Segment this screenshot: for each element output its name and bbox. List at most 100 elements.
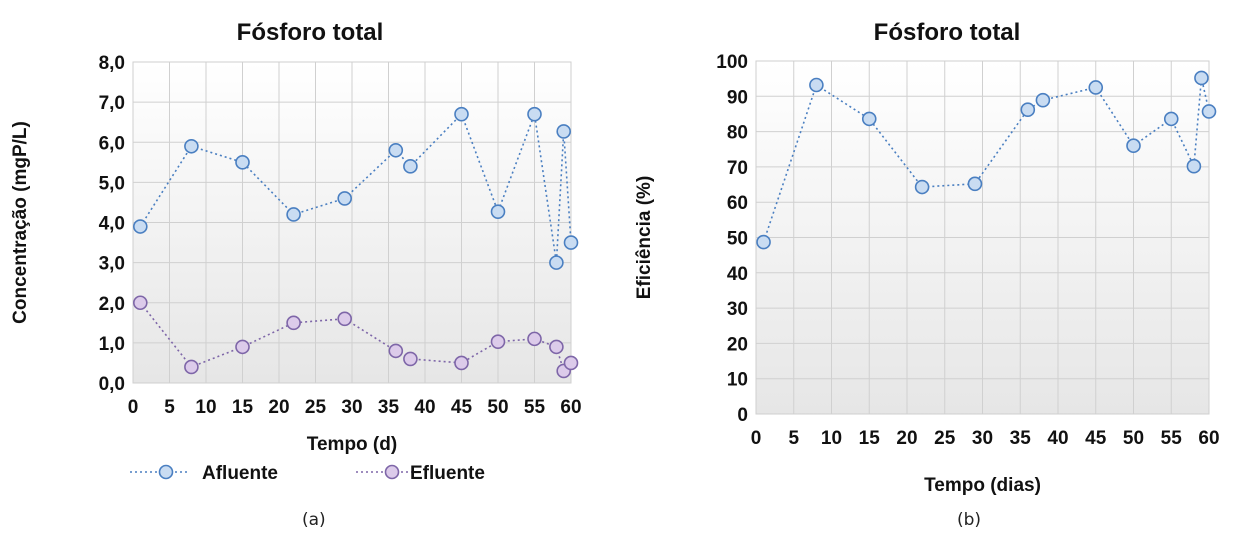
data-point-0: [1186, 158, 1202, 174]
x-tick-label: 50: [487, 397, 508, 418]
data-point-1: [388, 343, 404, 359]
x-tick-label: 30: [341, 397, 362, 418]
data-point-0: [1035, 92, 1051, 108]
x-tick-label: 60: [1198, 428, 1219, 449]
data-point-0: [403, 159, 418, 174]
data-point-0: [286, 207, 301, 222]
x-tick-label: 50: [1123, 428, 1144, 449]
data-point-0: [563, 235, 579, 250]
data-point-0: [235, 155, 250, 170]
y-tick-label: 7,0: [99, 93, 125, 114]
chart-title: Fósforo total: [237, 19, 384, 46]
y-tick-label: 6,0: [99, 133, 125, 154]
data-point-0: [388, 142, 404, 158]
y-tick-label: 20: [727, 334, 748, 355]
x-tick-label: 30: [972, 428, 993, 449]
x-tick-label: 45: [1085, 428, 1107, 449]
data-point-0: [967, 176, 983, 192]
legend-marker-1: [384, 464, 400, 480]
x-tick-label: 15: [859, 428, 881, 449]
y-tick-label: 80: [727, 123, 748, 144]
x-tick-label: 35: [378, 397, 400, 418]
data-point-0: [556, 124, 572, 139]
x-axis-label: Tempo (dias): [924, 475, 1041, 496]
chart-b-svg: 0 5 10 15 20 25 30 35 40 45 50 55 60 0 10 20 30 40 50 60 70 8…: [634, 19, 1220, 496]
data-point-0: [809, 77, 824, 93]
chart-title: Fósforo total: [874, 19, 1021, 46]
y-tick-label: 40: [727, 264, 748, 285]
data-point-0: [1020, 102, 1036, 118]
data-point-0: [914, 179, 930, 195]
data-point-0: [1126, 138, 1141, 154]
y-tick-label: 10: [727, 370, 748, 391]
x-tick-label: 0: [751, 428, 762, 449]
data-point-1: [235, 339, 250, 355]
y-tick-label: 1,0: [99, 334, 125, 355]
x-tick-label: 5: [788, 428, 799, 449]
data-point-0: [184, 138, 199, 154]
chart-panel-a: 0 5 10 15 20 25 30 35 40 45 50 55 60 0,0 1,0 2,0 3,0 4,0 5…: [10, 19, 582, 530]
data-point-1: [184, 359, 199, 375]
data-point-0: [490, 204, 506, 219]
plot-frame: [132, 61, 572, 384]
data-point-0: [1088, 80, 1104, 95]
y-tick-label: 3,0: [99, 254, 125, 275]
data-point-0: [1194, 70, 1209, 86]
x-tick-label: 35: [1010, 428, 1032, 449]
x-tick-label: 10: [821, 428, 842, 449]
data-point-0: [133, 219, 148, 234]
data-point-1: [286, 315, 301, 331]
x-tick-label: 45: [451, 397, 473, 418]
y-tick-label: 0: [737, 405, 748, 426]
x-tick-label: 10: [195, 397, 216, 418]
y-tick-label: 70: [727, 158, 748, 179]
data-point-1: [337, 311, 353, 327]
data-point-0: [1201, 104, 1217, 119]
x-tick-label: 20: [896, 428, 917, 449]
data-point-1: [454, 355, 469, 371]
legend-label-0: Afluente: [202, 463, 278, 484]
data-point-0: [861, 111, 877, 127]
plot-frame: [755, 60, 1210, 415]
data-point-1: [549, 339, 564, 355]
x-axis-label: Tempo (d): [307, 434, 397, 455]
y-axis-label: Eficiência (%): [634, 176, 655, 300]
data-point-0: [1163, 111, 1179, 127]
data-point-1: [563, 355, 579, 371]
x-tick-label: 55: [524, 397, 546, 418]
data-point-1: [490, 334, 506, 349]
x-tick-label: 20: [268, 397, 289, 418]
data-point-0: [527, 106, 542, 122]
x-tick-label: 15: [232, 397, 254, 418]
data-point-0: [337, 191, 353, 206]
data-point-0: [549, 255, 564, 270]
y-axis-label: Concentração (mgP/L): [10, 121, 31, 324]
caption-a: (a): [302, 510, 326, 530]
y-tick-label: 2,0: [99, 294, 125, 315]
y-tick-label: 50: [727, 229, 748, 250]
y-tick-label: 90: [727, 87, 748, 108]
y-tick-label: 60: [727, 193, 748, 214]
x-tick-label: 55: [1161, 428, 1183, 449]
y-tick-label: 30: [727, 299, 748, 320]
data-point-1: [133, 295, 148, 311]
caption-b: (b): [957, 510, 982, 530]
legend-label-1: Efluente: [410, 463, 485, 484]
x-tick-label: 25: [934, 428, 956, 449]
y-tick-label: 4,0: [99, 214, 125, 235]
y-tick-label: 8,0: [99, 53, 125, 74]
chart-a-svg: 0 5 10 15 20 25 30 35 40 45 50 55 60 0,0 1,0 2,0 3,0 4,0 5…: [10, 19, 582, 484]
data-point-1: [527, 331, 542, 347]
y-tick-label: 0,0: [99, 374, 125, 395]
data-point-0: [756, 234, 771, 250]
x-tick-label: 60: [560, 397, 581, 418]
data-point-0: [454, 106, 469, 122]
x-tick-label: 40: [414, 397, 435, 418]
legend-marker-0: [158, 464, 174, 480]
y-tick-label: 100: [716, 52, 748, 73]
x-tick-label: 25: [305, 397, 327, 418]
chart-panel-b: 0 5 10 15 20 25 30 35 40 45 50 55 60 0 10 20 30 40 50 60 70 8…: [622, 0, 1237, 542]
x-tick-label: 5: [164, 397, 175, 418]
data-point-1: [403, 351, 418, 367]
y-tick-label: 5,0: [99, 173, 125, 194]
